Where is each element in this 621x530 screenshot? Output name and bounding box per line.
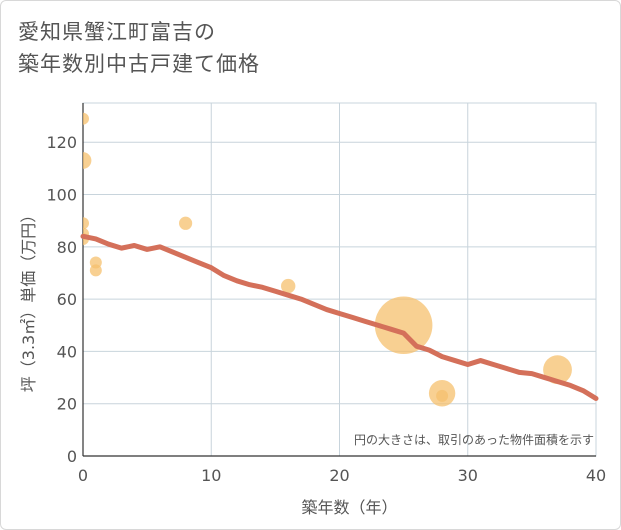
y-tick-label: 80 — [57, 238, 77, 257]
x-tick-label: 10 — [201, 466, 221, 485]
bubble-point — [179, 216, 193, 230]
chart-title: 愛知県蟹江町富吉の 築年数別中古戸建て価格 — [18, 16, 260, 80]
bubble-group — [83, 112, 572, 407]
y-tick-label: 60 — [57, 290, 77, 309]
x-tick-label: 40 — [586, 466, 606, 485]
chart-title-line-2: 築年数別中古戸建て価格 — [18, 52, 260, 76]
bubble-point — [374, 296, 433, 355]
x-tick-label: 0 — [78, 466, 88, 485]
chart-title-line-1: 愛知県蟹江町富吉の — [18, 20, 216, 44]
bubble-point — [83, 217, 89, 230]
x-tick-label: 20 — [329, 466, 349, 485]
y-tick-label: 0 — [67, 447, 77, 466]
y-tick-label: 40 — [57, 342, 77, 361]
bubble-point — [281, 278, 296, 294]
trend-line — [80, 233, 599, 401]
bubble-size-note: 円の大きさは、取引のあった物件面積を示す — [354, 432, 594, 447]
bubble-point — [83, 112, 89, 125]
y-tick-label: 20 — [57, 395, 77, 414]
y-tick-label: 100 — [46, 186, 77, 205]
y-axis-label: 坪（3.3㎡）単価（万円） — [19, 207, 38, 392]
y-tick-label: 120 — [46, 133, 77, 152]
bubble-point — [83, 152, 92, 169]
bubble-point — [436, 389, 449, 402]
bubble-point — [89, 264, 102, 277]
x-axis-label: 築年数（年） — [301, 498, 397, 517]
x-tick-label: 30 — [458, 466, 478, 485]
